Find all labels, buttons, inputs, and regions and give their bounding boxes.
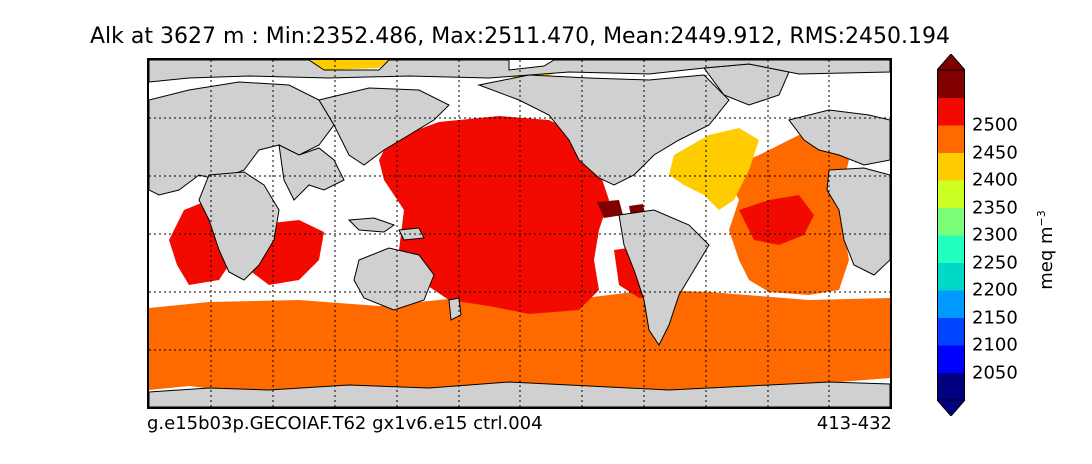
colorbar-tick-label: 2200 — [972, 279, 1018, 301]
colorbar-tick-label: 2100 — [972, 334, 1018, 356]
colorbar-tick-label: 2400 — [972, 169, 1018, 191]
colorbar-extend-max — [937, 54, 965, 71]
colorbar-segment — [937, 290, 965, 318]
case-label: g.e15b03p.GECOIAF.T62 gx1v6.e15 ctrl.004 — [147, 413, 543, 434]
colorbar-extend-min — [937, 399, 965, 416]
colorbar-segment — [937, 235, 965, 263]
colorbar-segment — [937, 152, 965, 181]
colorbar-segment — [937, 345, 965, 373]
colorbar-tick-label: 2450 — [972, 142, 1018, 163]
unit-exponent: −3 — [1035, 210, 1048, 227]
years-label: 413-432 — [816, 413, 892, 434]
colorbar-tick-label: 2250 — [972, 252, 1018, 273]
plot-title: Alk at 3627 m : Min:2352.486, Max:2511.4… — [90, 24, 950, 49]
colorbar-segment — [937, 70, 965, 98]
map-panel — [147, 58, 892, 409]
colorbar-segment — [937, 372, 965, 401]
colorbar-tick-label: 2050 — [972, 362, 1018, 383]
colorbar-segment — [937, 317, 965, 346]
colorbar-tick-label: 2350 — [972, 197, 1018, 218]
ocean-field-map — [149, 60, 890, 407]
red-field — [169, 116, 814, 314]
colorbar-unit-label: meq m−3 — [1035, 210, 1057, 290]
colorbar-segment — [937, 207, 965, 236]
colorbar-tick-label: 2500 — [972, 114, 1018, 136]
colorbar-segment — [937, 125, 965, 153]
graticule — [149, 60, 890, 407]
colorbar-segment — [937, 180, 965, 208]
colorbar-segment — [937, 262, 965, 291]
colorbar-frame — [937, 69, 965, 401]
colorbar-tick-label: 2300 — [972, 224, 1018, 246]
colorbar-segment — [937, 97, 965, 126]
colorbar-tick-label: 2150 — [972, 307, 1018, 328]
unit-text: meq m — [1036, 226, 1057, 290]
colorbar — [937, 54, 965, 416]
